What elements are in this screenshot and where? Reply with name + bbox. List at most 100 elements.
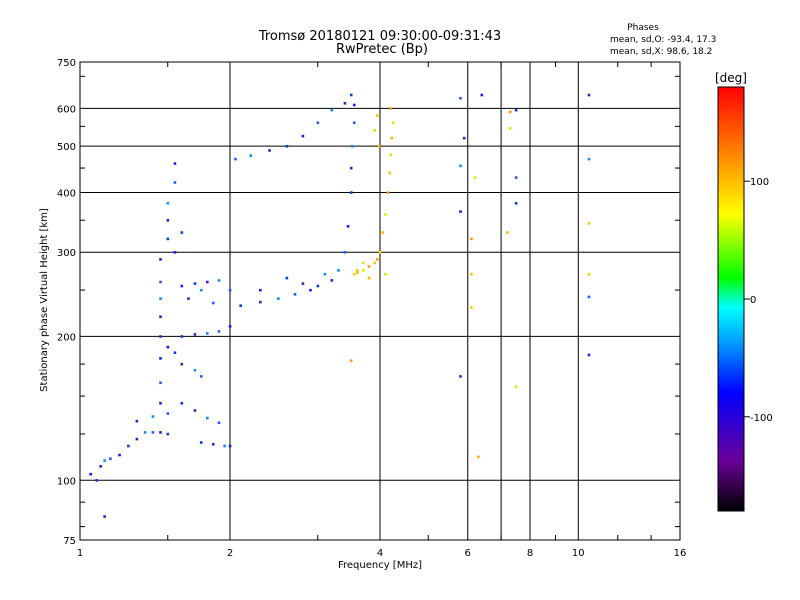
data-point-x bbox=[384, 272, 387, 276]
data-point-o bbox=[217, 421, 221, 425]
data-point-x bbox=[361, 269, 365, 272]
data-point-o bbox=[459, 210, 462, 213]
data-point-o bbox=[173, 162, 177, 165]
data-point-o bbox=[293, 293, 297, 296]
data-point-o bbox=[159, 381, 162, 385]
data-point-o bbox=[514, 176, 518, 179]
data-point-x bbox=[376, 258, 379, 261]
data-point-o bbox=[349, 93, 353, 97]
data-point-x bbox=[381, 231, 385, 234]
data-point-o bbox=[103, 459, 106, 462]
data-point-o bbox=[239, 304, 242, 307]
data-point-x bbox=[587, 222, 591, 225]
data-point-x bbox=[470, 237, 473, 241]
data-point-o bbox=[159, 258, 162, 261]
data-point-o bbox=[285, 144, 289, 148]
data-point-o bbox=[159, 280, 162, 284]
data-point-o bbox=[166, 345, 170, 349]
data-point-o bbox=[166, 412, 170, 415]
data-point-x bbox=[508, 127, 512, 130]
y-tick-label: 75 bbox=[63, 536, 76, 547]
data-point-o bbox=[459, 96, 462, 100]
chart-title: Tromsø 20180121 09:30:00-09:31:43 bbox=[258, 29, 501, 44]
data-point-o bbox=[301, 282, 305, 285]
x-tick-label: 10 bbox=[572, 548, 585, 559]
data-point-o bbox=[316, 284, 320, 288]
data-point-o bbox=[118, 453, 121, 457]
data-point-o bbox=[159, 401, 162, 405]
data-point-x bbox=[470, 272, 473, 276]
data-point-o bbox=[462, 136, 466, 140]
data-point-o bbox=[277, 297, 280, 300]
data-point-o bbox=[587, 353, 591, 357]
colorbar-tick-label: 0 bbox=[750, 295, 756, 306]
colorbar-ticks: 100 0 -100 bbox=[744, 177, 773, 424]
data-point-o bbox=[211, 442, 215, 446]
data-point-o bbox=[95, 479, 99, 482]
colorbar bbox=[717, 86, 745, 512]
data-point-o bbox=[99, 465, 103, 468]
colorbar-tick-label: -100 bbox=[750, 413, 773, 424]
data-point-o bbox=[205, 332, 209, 335]
data-point-x bbox=[367, 265, 371, 268]
data-point-o bbox=[199, 288, 203, 292]
data-point-o bbox=[514, 201, 518, 205]
data-point-o bbox=[151, 415, 155, 418]
x-tick-label: 16 bbox=[674, 548, 687, 559]
data-point-x bbox=[388, 171, 391, 175]
data-point-x bbox=[361, 261, 365, 265]
data-point-x bbox=[389, 153, 392, 157]
plot-frame bbox=[79, 61, 681, 541]
data-point-o bbox=[159, 431, 162, 434]
data-point-o bbox=[187, 297, 190, 300]
data-point-o bbox=[587, 295, 591, 299]
y-tick-label: 400 bbox=[57, 188, 76, 199]
data-point-x bbox=[373, 128, 376, 132]
data-point-x bbox=[352, 272, 356, 276]
data-point-o bbox=[346, 225, 350, 228]
data-point-o bbox=[316, 121, 320, 125]
y-tick-label: 300 bbox=[57, 248, 76, 259]
phase-stats-x: mean, sd,X: 98.6, 18.2 bbox=[610, 47, 712, 57]
data-point-x bbox=[514, 385, 518, 389]
data-point-o bbox=[151, 431, 155, 434]
data-point-x bbox=[391, 121, 395, 125]
data-point-o bbox=[217, 330, 221, 333]
data-point-o bbox=[166, 237, 170, 241]
data-point-o bbox=[135, 419, 139, 423]
data-point-x bbox=[377, 144, 381, 148]
data-point-x bbox=[384, 213, 387, 216]
x-tick-label: 6 bbox=[465, 548, 471, 559]
x-tick-label: 2 bbox=[227, 548, 233, 559]
data-point-o bbox=[587, 93, 591, 97]
data-point-o bbox=[330, 279, 334, 282]
data-point-o bbox=[228, 288, 232, 292]
phase-stats-o: mean, sd,O: -93.4, 17.3 bbox=[610, 35, 716, 45]
colorbar-tick-label: 100 bbox=[750, 177, 769, 188]
data-point-x bbox=[355, 269, 359, 272]
data-point-x bbox=[378, 251, 382, 254]
data-point-x bbox=[477, 455, 480, 459]
data-point-o bbox=[352, 103, 356, 107]
data-point-o bbox=[173, 251, 177, 254]
data-point-o bbox=[199, 441, 203, 444]
data-point-o bbox=[343, 101, 347, 105]
data-point-o bbox=[211, 301, 215, 305]
data-point-o bbox=[103, 515, 106, 518]
data-point-x bbox=[367, 276, 371, 280]
data-point-o bbox=[180, 335, 184, 338]
data-point-o bbox=[259, 300, 262, 304]
data-points bbox=[89, 93, 591, 518]
data-point-o bbox=[349, 191, 353, 194]
data-point-o bbox=[223, 444, 226, 448]
data-point-o bbox=[217, 279, 221, 282]
data-point-o bbox=[459, 164, 462, 168]
data-point-o bbox=[166, 219, 170, 222]
data-point-o bbox=[234, 157, 237, 161]
data-point-o bbox=[285, 276, 289, 280]
data-point-o bbox=[166, 432, 170, 436]
data-point-x bbox=[508, 110, 512, 114]
data-point-o bbox=[309, 288, 312, 292]
data-point-x bbox=[390, 136, 393, 140]
